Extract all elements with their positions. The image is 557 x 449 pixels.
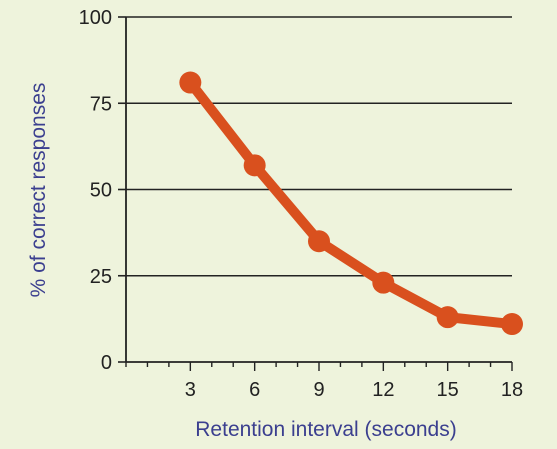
y-tick-label: 25 [90,266,112,288]
series [179,71,523,336]
data-point [179,71,202,94]
x-tick-label: 3 [185,379,196,401]
x-tick-label: 9 [313,379,324,401]
data-point [372,271,395,294]
data-point [436,306,459,329]
axes [118,16,513,371]
y-tick-label: 75 [90,93,112,115]
x-tick-label: 15 [437,379,459,401]
x-axis-label: Retention interval (seconds) [195,418,456,441]
y-tick-label: 50 [90,180,112,202]
x-tick-label: 6 [249,379,260,401]
y-tick-labels: 0 25 50 75 100 [79,7,112,374]
y-axis-label: % of correct responses [27,83,50,298]
x-tick-label: 12 [372,379,394,401]
data-point [308,230,330,253]
x-tick-labels: 3 6 9 12 15 18 [185,379,523,401]
y-tick-label: 100 [79,7,112,29]
data-point [501,313,523,336]
gridlines [126,16,512,277]
y-tick-label: 0 [101,352,112,374]
data-point [243,154,266,177]
x-tick-label: 18 [501,379,523,401]
